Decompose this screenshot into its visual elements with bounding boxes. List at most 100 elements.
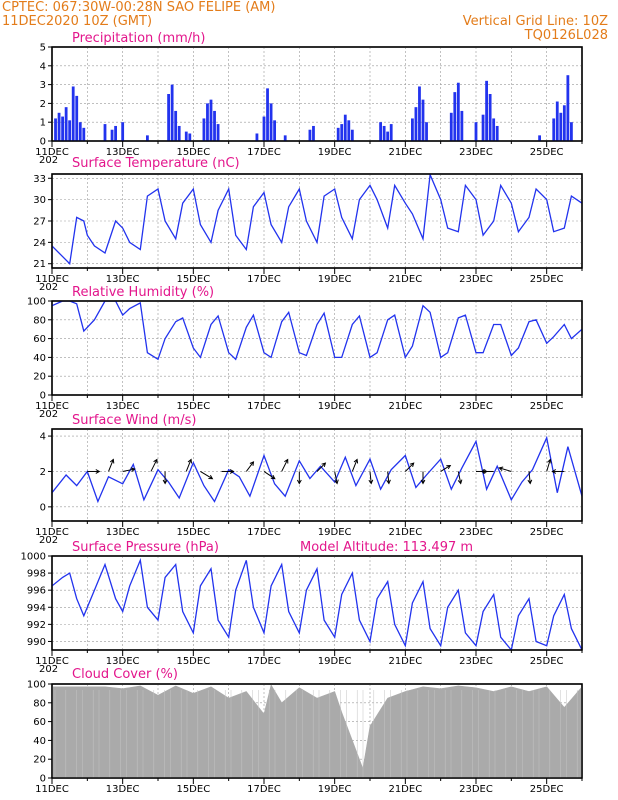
precipitation-xtick-label: 19DEC [318, 147, 352, 158]
cloud-ytick-label: 40 [33, 736, 46, 747]
pressure-frame-top [51, 555, 583, 651]
humidity-xtick-label: 11DEC [35, 401, 69, 412]
wind-vector-head [187, 458, 192, 464]
cloud-ytick-label: 80 [33, 698, 46, 709]
wind-vector-head [249, 461, 255, 466]
precipitation-bar [283, 135, 287, 141]
wind-vector [457, 471, 462, 484]
wind-vector [200, 471, 213, 480]
precipitation-bar [202, 118, 206, 141]
wind-xtick-label: 11DEC [35, 527, 69, 538]
precipitation-frame-top [51, 46, 583, 142]
cloud-ytick-label: 0 [40, 774, 46, 785]
cloud-xtick-label: 11DEC [35, 784, 69, 795]
precipitation-bar [347, 120, 351, 141]
cloud-xtick-label: 23DEC [459, 784, 493, 795]
precipitation-bar [418, 86, 421, 141]
wind-year-stub: 202 [39, 535, 58, 546]
precipitation-bar [566, 75, 570, 141]
precipitation-bar [570, 122, 573, 141]
temperature-line [52, 174, 582, 266]
wind-xtick-label: 15DEC [176, 527, 210, 538]
precipitation-bar [146, 135, 149, 141]
wind-title: Surface Wind (m/s) [72, 413, 196, 428]
header-model: TQ0126L028 [524, 28, 608, 43]
humidity-ytick-label: 100 [27, 297, 46, 308]
wind-vector [369, 471, 372, 484]
temperature-ytick-label: 27 [33, 217, 46, 228]
cloud-title: Cloud Cover (%) [72, 667, 178, 682]
wind-vector [281, 459, 289, 472]
cloud-xtick-label: 15DEC [176, 784, 210, 795]
wind-vector-head [480, 469, 486, 474]
precipitation-bar [386, 131, 390, 141]
precipitation-bar [64, 107, 68, 141]
temperature-plot [52, 174, 582, 266]
wind-ytick-label: 2 [40, 467, 46, 478]
precipitation-xtick-label: 13DEC [106, 147, 140, 158]
precipitation-bar [110, 129, 114, 141]
precipitation-bar [414, 107, 418, 141]
precipitation-frame [51, 46, 583, 142]
header-datetime: 11DEC2020 10Z (GMT) [2, 14, 152, 29]
pressure-year-stub: 202 [39, 664, 58, 675]
precipitation-bar [552, 118, 556, 141]
precipitation-bar [488, 94, 492, 141]
precipitation-bar [57, 112, 61, 141]
precipitation-bar [269, 103, 273, 141]
precipitation-bar [389, 124, 393, 141]
pressure-xtick-label: 15DEC [176, 656, 210, 667]
wind-vector-head [368, 479, 374, 485]
precipitation-xtick-label: 11DEC [35, 147, 69, 158]
precipitation-bar [411, 118, 414, 141]
precipitation-bar [121, 122, 125, 141]
header-station: CPTEC: 067:30W-00:28N SAO FELIPE (AM) [2, 0, 275, 15]
wind-xtick-label: 25DEC [530, 527, 564, 538]
humidity-xtick-label: 17DEC [247, 401, 281, 412]
temperature-xtick-label: 19DEC [318, 274, 352, 285]
cloud-panel: 0 20 40 60 80 100 11DEC 13DEC 15DEC 17DEC 19DEC 21D… [27, 667, 583, 795]
humidity-ytick-label: 60 [33, 334, 46, 345]
precipitation-bar [54, 118, 57, 141]
humidity-line [52, 301, 582, 361]
precipitation-bar [82, 127, 86, 141]
wind-vector-head [547, 458, 552, 464]
precipitation-bar [216, 124, 220, 141]
precipitation-bar [425, 122, 428, 141]
wind-vector-head [409, 462, 415, 468]
header-grid-line: Vertical Grid Line: 10Z [463, 14, 608, 29]
pressure-title: Surface Pressure (hPa) [72, 540, 219, 555]
humidity-xtick-label: 15DEC [176, 401, 210, 412]
wind-vector-head [420, 479, 426, 485]
wind-vector-head [498, 466, 504, 472]
precipitation-bar [495, 125, 499, 141]
wind-vector-head [208, 474, 214, 480]
cloud-area [52, 684, 582, 778]
precipitation-ytick-label: 5 [40, 43, 46, 54]
humidity-frame [51, 300, 583, 396]
precipitation-bar [449, 112, 453, 141]
wind-vector-head [296, 479, 302, 485]
wind-vector [499, 467, 512, 472]
pressure-ytick-label: 992 [27, 620, 46, 631]
pressure-ytick-label: 990 [27, 637, 46, 648]
wind-ytick-label: 0 [40, 502, 46, 513]
pressure-ytick-label: 994 [27, 603, 46, 614]
precipitation-xtick-label: 25DEC [530, 147, 564, 158]
pressure-xtick-label: 13DEC [106, 656, 140, 667]
precipitation-bar [209, 99, 213, 141]
wind-xtick-label: 19DEC [318, 527, 352, 538]
precipitation-bar [167, 94, 170, 141]
precipitation-panel: 0 1 2 3 4 5 11DEC 13DEC 15DEC 17DEC 19DEC 21DEC 23DE… [35, 31, 583, 166]
pressure-ytick-label: 998 [27, 569, 46, 580]
cloud-xtick-label: 19DEC [318, 784, 352, 795]
precipitation-xtick-label: 17DEC [247, 147, 281, 158]
precipitation-year-stub: 202 [39, 155, 58, 166]
temperature-xtick-label: 13DEC [106, 274, 140, 285]
precipitation-bar [184, 131, 188, 141]
wind-vector-head [153, 458, 158, 464]
wind-vector-head [162, 479, 168, 485]
precipitation-xtick-label: 23DEC [459, 147, 493, 158]
temperature-xtick-label: 15DEC [176, 274, 210, 285]
